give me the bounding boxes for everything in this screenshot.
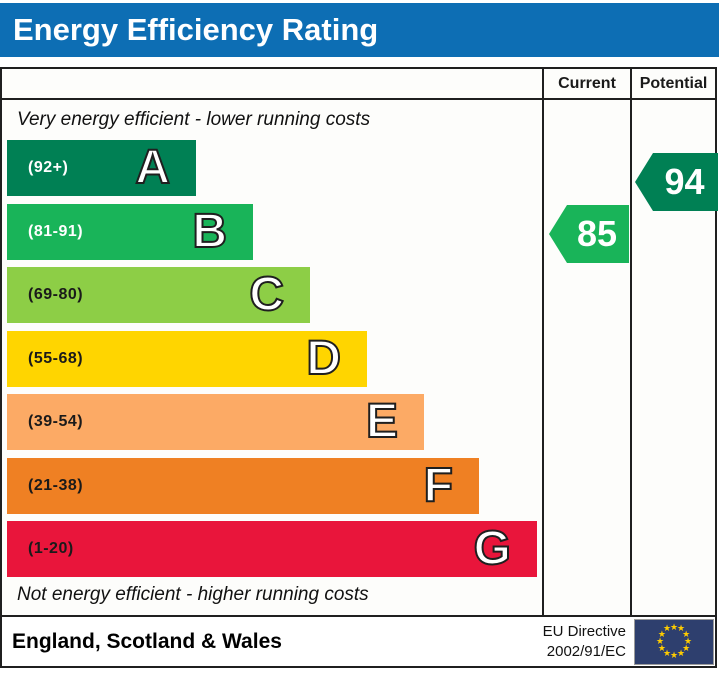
eu-flag-star: ★ <box>655 635 665 646</box>
eu-flag-star: ★ <box>676 647 686 658</box>
page-title: Energy Efficiency Rating <box>13 12 379 47</box>
eu-flag-star: ★ <box>662 647 672 658</box>
chart-header-cell <box>2 69 542 98</box>
eu-directive-line1: EU Directive <box>542 623 626 640</box>
band-range-label-D: (55-68) <box>28 349 84 367</box>
epc-rating-table: Current Potential Very energy efficient … <box>0 67 718 668</box>
band-letter-C: C <box>248 268 285 321</box>
band-bar-E: (39-54) E <box>7 394 424 450</box>
eu-flag-star: ★ <box>669 649 679 660</box>
band-range-label-G: (1-20) <box>28 540 74 557</box>
eu-flag-star: ★ <box>657 642 666 653</box>
band-bar-D: (55-68) D <box>7 330 367 387</box>
current-rating-tag: 85 <box>549 205 629 263</box>
eu-flag-star: ★ <box>662 623 672 634</box>
band-row-G: (1-20) G <box>7 521 542 577</box>
table-footer-row: England, Scotland & Wales EU Directive 2… <box>2 615 715 666</box>
region-label: England, Scotland & Wales <box>12 629 282 653</box>
eu-flag-star: ★ <box>669 621 679 632</box>
band-letter-E: E <box>365 395 399 448</box>
band-range-label-C: (69-80) <box>28 286 84 303</box>
eu-flag-star: ★ <box>676 623 686 634</box>
current-rating-cell: 85 <box>542 100 630 615</box>
band-letter-F: F <box>423 458 454 512</box>
eu-flag-star: ★ <box>682 642 691 653</box>
band-row-D: (55-68) D <box>7 330 542 387</box>
band-range-label-B: (81-91) <box>28 222 84 240</box>
band-letter-G: G <box>473 522 512 575</box>
eu-flag-star: ★ <box>682 628 691 639</box>
top-note: Very energy efficient - lower running co… <box>17 109 371 130</box>
band-row-F: (21-38) F <box>7 457 542 514</box>
band-range-label-E: (39-54) <box>28 413 84 430</box>
band-letter-D: D <box>305 331 342 385</box>
eu-flag-star: ★ <box>657 628 666 639</box>
band-bar-B: (81-91) B <box>7 203 253 260</box>
title-bar: Energy Efficiency Rating <box>0 3 719 57</box>
band-row-B: (81-91) B <box>7 203 542 260</box>
potential-rating-value: 94 <box>664 161 705 202</box>
rating-scale-cell: Very energy efficient - lower running co… <box>2 100 542 615</box>
band-bar-F: (21-38) F <box>7 457 479 514</box>
band-letter-B: B <box>191 204 228 258</box>
band-bar-A: (92+) A <box>7 140 196 196</box>
eu-flag-star: ★ <box>683 635 693 646</box>
potential-column-header: Potential <box>630 69 715 98</box>
eu-flag-icon: ★ ★ ★ ★ ★ ★ ★ ★ ★ ★ ★ ★ <box>634 618 714 665</box>
band-row-A: (92+) A <box>7 140 542 196</box>
band-range-label-F: (21-38) <box>28 476 84 494</box>
band-bar-C: (69-80) C <box>7 267 310 323</box>
current-rating-value: 85 <box>576 213 618 254</box>
band-letter-A: A <box>134 141 171 194</box>
band-bar-G: (1-20) G <box>7 521 537 577</box>
band-range-label-A: (92+) <box>28 159 69 176</box>
band-row-C: (69-80) C <box>7 267 542 323</box>
eu-directive-line2: 2002/91/EC <box>546 642 626 660</box>
potential-rating-tag: 94 <box>635 153 718 211</box>
table-header-row: Current Potential <box>2 69 715 100</box>
current-column-header: Current <box>542 69 630 98</box>
bottom-note: Not energy efficient - higher running co… <box>17 584 369 605</box>
rating-bars: (92+) A (81-91) B (69-80) C (55-68) D (39-54) E (2… <box>7 140 542 585</box>
table-body-row: Very energy efficient - lower running co… <box>2 100 718 615</box>
potential-rating-cell: 94 <box>630 100 718 615</box>
eu-directive-label: EU Directive 2002/91/EC <box>543 622 626 661</box>
band-row-E: (39-54) E <box>7 394 542 450</box>
